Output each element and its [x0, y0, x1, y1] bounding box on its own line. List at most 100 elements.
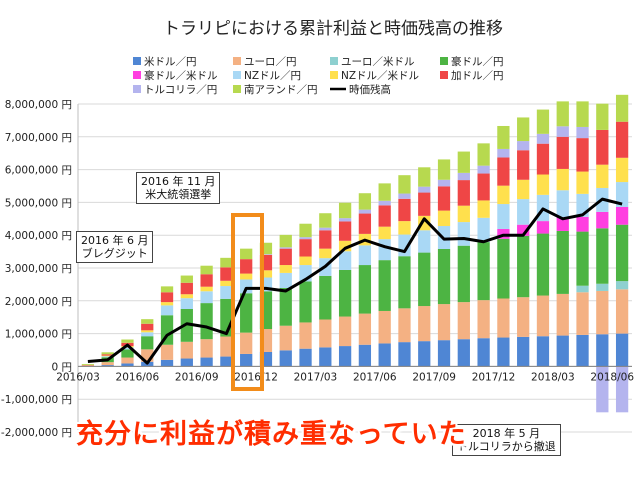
bar-segment — [596, 283, 609, 291]
bar-segment — [338, 269, 352, 317]
bar-segment — [418, 167, 431, 187]
y-tick-label: 5,000,000 円 — [5, 197, 72, 209]
bar-segment — [556, 101, 569, 127]
bar-segment — [576, 334, 589, 367]
bar-segment — [596, 103, 609, 130]
bar-segment — [378, 239, 391, 261]
bar-segment — [319, 213, 332, 228]
bar-segment — [556, 335, 569, 367]
bar-segment — [121, 363, 134, 367]
bar-segment — [240, 332, 253, 354]
bar-segment — [398, 175, 411, 194]
bar-segment — [338, 202, 352, 219]
bar-segment — [536, 221, 550, 234]
callout-brexit: 2016 年 6 月 ブレグジット — [76, 231, 154, 263]
bar-segment — [240, 353, 253, 367]
legend-label: トルコリラ／円 — [144, 84, 217, 96]
bar-segment — [596, 228, 609, 284]
bar-segment — [358, 313, 372, 345]
bar-segment — [596, 129, 609, 165]
bar-segment — [378, 205, 391, 227]
y-tick-label: 0 円 — [51, 361, 72, 373]
bar-segment — [556, 126, 569, 137]
bar-segment — [536, 295, 550, 337]
y-tick-label: 1,000,000 円 — [5, 329, 72, 341]
bar-segment — [536, 336, 550, 367]
bar-segment — [220, 257, 233, 268]
bar-segment — [517, 224, 530, 236]
bar-segment — [477, 338, 490, 367]
x-tick-label: 2016/03 — [56, 371, 100, 383]
bar-segment — [358, 209, 372, 214]
bar-segment — [497, 125, 510, 149]
bar-segment — [556, 217, 569, 231]
bar-segment — [319, 347, 332, 367]
bar-segment — [517, 141, 530, 151]
legend-swatch — [133, 85, 141, 93]
bar-segment — [338, 251, 352, 270]
bar-segment — [160, 292, 174, 303]
x-tick-label: 2017/06 — [353, 371, 397, 383]
legend-swatch — [133, 57, 141, 65]
bar-segment — [517, 117, 530, 142]
bar-segment — [101, 356, 114, 358]
bar-segment — [596, 366, 609, 413]
bar-segment — [418, 306, 431, 342]
bar-segment — [240, 293, 253, 333]
y-tick-label: 7,000,000 円 — [5, 132, 72, 144]
bar-segment — [141, 319, 154, 324]
bar-segment — [615, 157, 629, 183]
callout-lira-line2: トルコリラから撤退 — [457, 440, 556, 453]
bar-segment — [576, 126, 589, 139]
bar-segment — [121, 349, 134, 358]
bar-segment — [180, 275, 193, 283]
x-axis-ticks: 2016/03 2016/06 2016/09 2016/12 2017/03 2017/… — [56, 371, 634, 383]
bar-segment — [338, 316, 352, 347]
bar-segment — [398, 198, 411, 222]
bar-segment — [576, 216, 589, 232]
bar-segment — [457, 205, 470, 223]
bar-segment — [576, 285, 589, 293]
bar-segment — [556, 293, 569, 336]
bar-series — [81, 94, 629, 413]
y-tick-label: 2,000,000 円 — [5, 296, 72, 308]
bar-segment — [299, 237, 312, 240]
bar-segment — [497, 204, 510, 229]
bar-segment — [615, 281, 629, 290]
bar-segment — [279, 325, 292, 351]
bar-segment — [556, 190, 569, 218]
bar-segment — [517, 235, 530, 298]
bar-segment — [398, 342, 411, 367]
bar-segment — [596, 164, 609, 188]
bar-segment — [418, 252, 431, 307]
bar-segment — [576, 101, 589, 127]
bar-segment — [398, 221, 411, 235]
bar-segment — [378, 183, 391, 201]
bar-segment — [160, 359, 174, 367]
bar-segment — [358, 344, 372, 367]
callout-lira-line1: 2018 年 5 月 — [472, 427, 541, 440]
legend-label: ユーロ／米ドル — [341, 55, 415, 68]
bar-segment — [536, 174, 550, 195]
bar-segment — [457, 245, 470, 303]
bar-segment — [358, 213, 372, 234]
bar-segment — [319, 275, 332, 320]
bar-segment — [596, 290, 609, 335]
bar-segment — [200, 339, 213, 358]
bar-segment — [517, 297, 530, 337]
bar-segment — [378, 200, 391, 206]
bar-segment — [141, 330, 154, 333]
bar-segment — [180, 294, 193, 299]
callout-brexit-line2: ブレグジット — [81, 247, 148, 260]
x-tick-label: 2018/03 — [531, 371, 575, 383]
legend-label: 南アランド／円 — [244, 83, 318, 96]
bar-segment — [615, 366, 629, 413]
bar-segment — [200, 357, 213, 367]
bar-segment — [477, 173, 490, 201]
bar-segment — [101, 362, 114, 366]
bar-segment — [418, 192, 431, 216]
bar-segment — [240, 259, 253, 274]
bar-segment — [200, 303, 213, 340]
bar-segment — [517, 199, 530, 225]
x-tick-label: 2017/12 — [472, 371, 516, 383]
